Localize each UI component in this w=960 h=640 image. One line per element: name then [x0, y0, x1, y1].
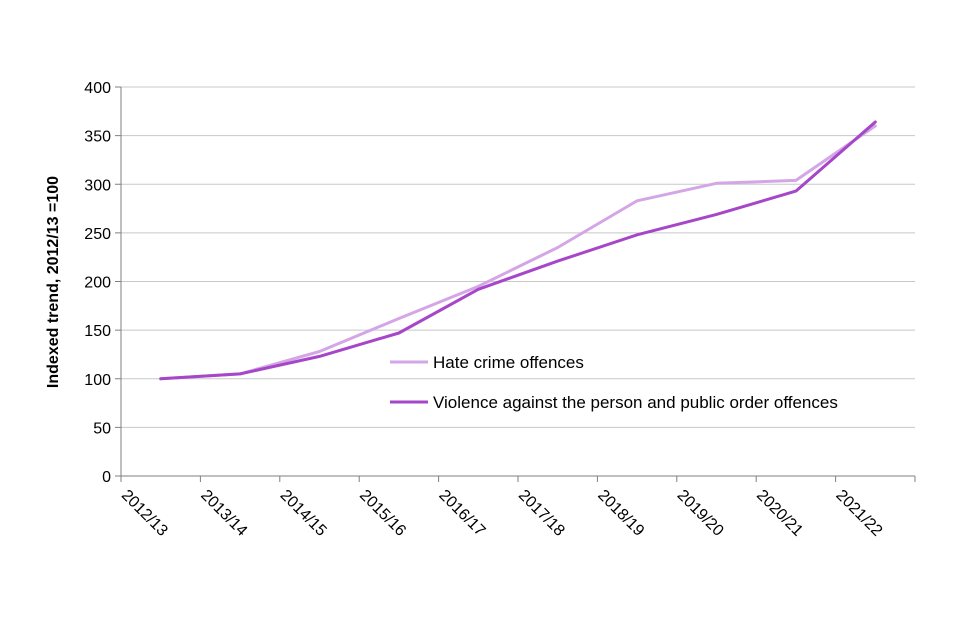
series-line-1: [159, 124, 877, 381]
legend-label: Hate crime offences: [433, 353, 584, 372]
x-tick-label: 2015/16: [356, 487, 409, 540]
y-tick-label: 150: [84, 323, 111, 340]
x-tick-label: 2016/17: [435, 487, 488, 540]
y-axis-title: Indexed trend, 2012/13 =100: [45, 176, 62, 388]
axes: [115, 86, 916, 482]
gridlines: [121, 86, 915, 428]
y-tick-label: 400: [84, 80, 111, 97]
y-tick-label: 200: [84, 275, 111, 292]
x-tick-label: 2021/22: [832, 487, 885, 540]
x-tick-label: 2018/19: [594, 487, 647, 540]
y-tick-label: 0: [102, 469, 111, 486]
legend: Hate crime offences Violence against the …: [390, 353, 838, 412]
y-tick-label: 100: [84, 372, 111, 389]
y-tick-label: 350: [84, 129, 111, 146]
series-lines: [159, 120, 877, 381]
x-tick-label: 2019/20: [674, 487, 727, 540]
x-tick-label: 2017/18: [515, 487, 568, 540]
x-tick-label: 2012/13: [118, 487, 171, 540]
legend-label: Violence against the person and public o…: [433, 393, 838, 412]
x-tick-label: 2020/21: [753, 487, 806, 540]
series-line-2: [159, 120, 877, 381]
x-tick-label: 2013/14: [197, 487, 250, 540]
x-tick-label: 2014/15: [277, 487, 330, 540]
x-tick-labels: 2012/13 2013/14 2014/15 2015/16 2016/17 2017/…: [118, 487, 886, 540]
y-tick-label: 50: [93, 420, 111, 437]
y-tick-label: 250: [84, 226, 111, 243]
y-tick-label: 300: [84, 177, 111, 194]
y-tick-labels: 0 50 100 150 200 250 300 350 400: [84, 80, 111, 486]
